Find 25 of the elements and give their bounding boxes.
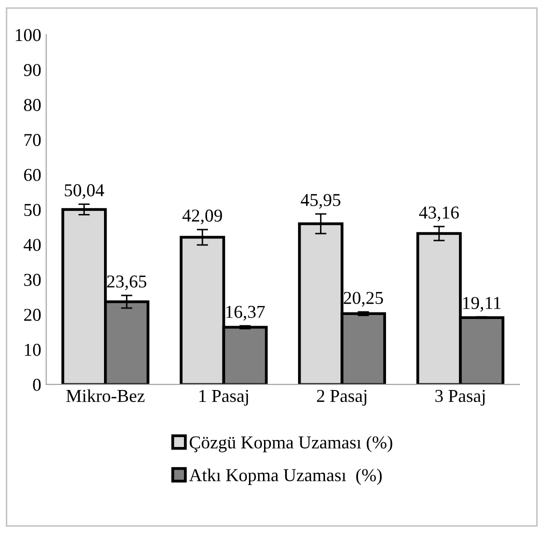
- x-tick-label: 2 Pasaj: [317, 390, 366, 406]
- y-tick-label: 80: [24, 98, 41, 112]
- data-label: 43,16: [419, 206, 459, 222]
- y-tick-label: 20: [24, 308, 41, 321]
- data-label: 19,11: [463, 296, 501, 312]
- legend-label: Çözgü Kopma Uzaması (%): [190, 436, 392, 452]
- y-tick-label: 0: [33, 378, 41, 391]
- data-label: 20,25: [344, 292, 383, 307]
- y-tick-label: 40: [24, 238, 41, 252]
- y-tick-label: 10: [24, 344, 41, 356]
- data-label: 23,65: [107, 275, 146, 290]
- y-tick-label: 70: [24, 134, 41, 146]
- y-tick-label: 90: [24, 64, 41, 76]
- y-tick-label: 30: [24, 274, 41, 286]
- y-tick-label: 50: [24, 204, 41, 216]
- x-tick-label: 3 Pasaj: [435, 390, 485, 406]
- data-label: 50,04: [64, 184, 104, 199]
- x-tick-label: 1 Pasaj: [199, 390, 248, 406]
- x-tick-label: Mikro-Bez: [66, 389, 145, 402]
- legend-label: Atkı Kopma Uzaması (%): [189, 468, 382, 485]
- y-tick-label: 60: [24, 168, 41, 182]
- data-label: 42,09: [182, 210, 222, 224]
- data-label: 16,37: [226, 306, 265, 321]
- data-label: 45,95: [300, 194, 340, 209]
- y-tick-label: 100: [16, 28, 41, 42]
